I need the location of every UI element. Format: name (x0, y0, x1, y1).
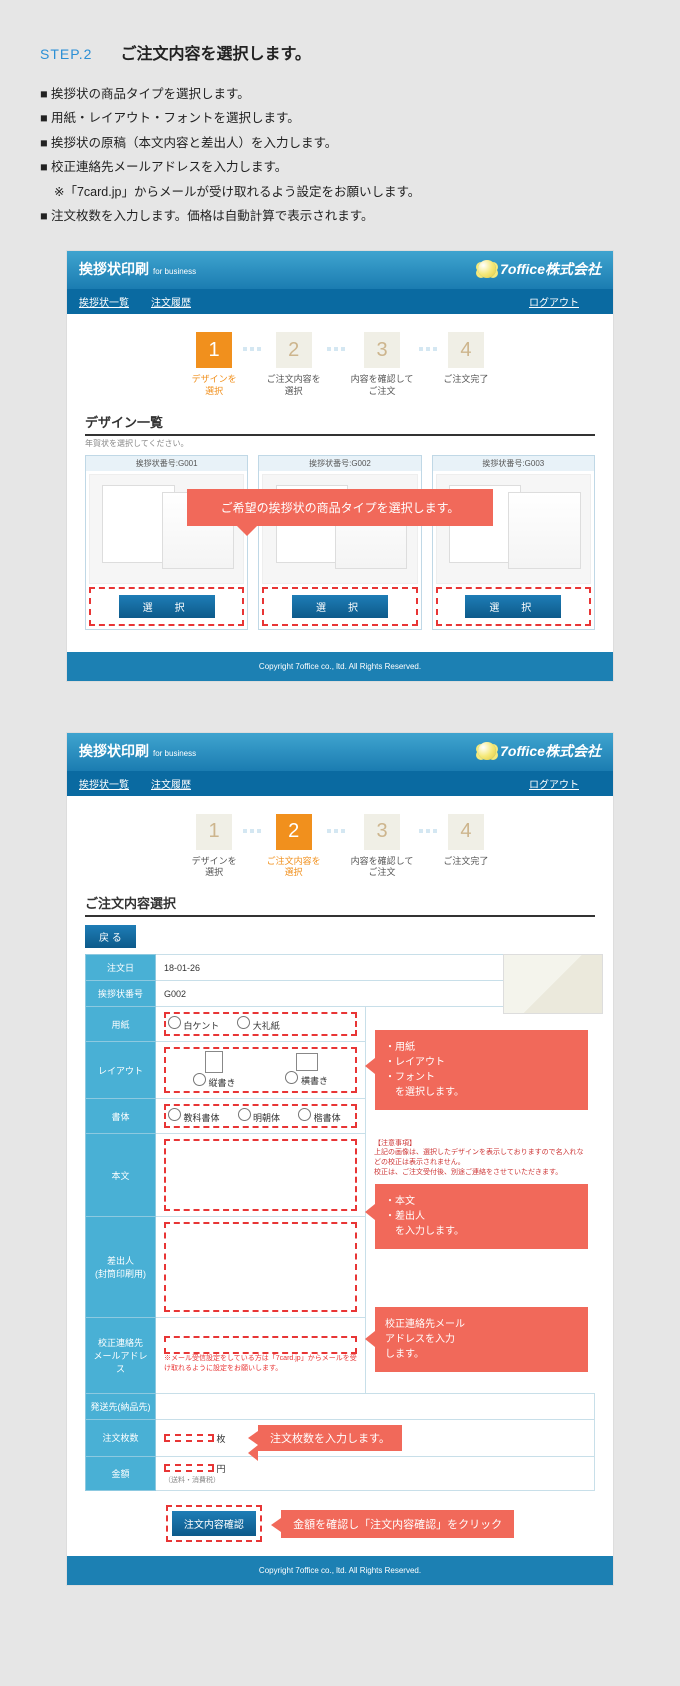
step-title: ご注文内容を選択します。 (120, 40, 310, 64)
design-card: 挨拶状番号:G003 選 択 (432, 455, 595, 630)
screenshot-order-form: 挨拶状印刷 for business 7office株式会社 挨拶状一覧 注文履歴… (66, 732, 614, 1586)
nav-history-link[interactable]: 注文履歴 (151, 776, 191, 791)
step-label: デザインを 選択 (192, 856, 237, 879)
nav-list-link[interactable]: 挨拶状一覧 (79, 294, 129, 309)
callout-select-type: ご希望の挨拶状の商品タイプを選択します。 (187, 489, 493, 526)
order-date-value: 18-01-26 (156, 955, 595, 981)
step-num: 2 (276, 332, 312, 368)
bullet-note: ※「7card.jp」からメールが受け取れるよう設定をお願いします。 (40, 180, 640, 204)
layout-option[interactable]: 縦書き (193, 1078, 236, 1088)
amount-note: （送料・消費税） (164, 1475, 586, 1485)
step-num: 1 (196, 814, 232, 850)
row-label: 書体 (86, 1099, 156, 1134)
step-label: STEP.2 (40, 46, 92, 62)
screenshot-design-list: 挨拶状印刷 for business 7office株式会社 挨拶状一覧 注文履歴… (66, 250, 614, 681)
callout-confirm: 金額を確認し「注文内容確認」をクリック (281, 1510, 514, 1538)
step-label: ご注文内容を 選択 (267, 856, 321, 879)
step-num: 4 (448, 332, 484, 368)
amount-unit: 円 (217, 1464, 226, 1474)
app-subtitle: for business (153, 749, 196, 758)
shipping-cell (156, 1393, 595, 1419)
layout-vertical-icon (205, 1051, 223, 1073)
footer-copyright: Copyright 7office co., ltd. All Rights R… (67, 652, 613, 681)
bullet: ■ 用紙・レイアウト・フォントを選択します。 (40, 106, 640, 130)
select-button[interactable]: 選 択 (465, 595, 561, 618)
confirm-button[interactable]: 注文内容確認 (172, 1511, 256, 1536)
select-button[interactable]: 選 択 (292, 595, 388, 618)
callout-select-options: ・用紙 ・レイアウト ・フォント を選択します。 (375, 1030, 588, 1110)
design-card: 挨拶状番号:G001 選 択 (85, 455, 248, 630)
step-label: ご注文完了 (443, 856, 488, 868)
callout-input-body: ・本文 ・差出人 を入力します。 (375, 1184, 588, 1249)
qty-input[interactable] (164, 1434, 214, 1442)
bullet: ■ 挨拶状の商品タイプを選択します。 (40, 82, 640, 106)
step-num: 3 (364, 332, 400, 368)
callout-qty: 注文枚数を入力します。 (258, 1425, 402, 1451)
email-input[interactable] (164, 1336, 357, 1354)
app-title: 挨拶状印刷 (79, 261, 149, 277)
bullet: ■ 校正連絡先メールアドレスを入力します。 (40, 155, 640, 179)
nav-history-link[interactable]: 注文履歴 (151, 294, 191, 309)
footer-copyright: Copyright 7office co., ltd. All Rights R… (67, 1556, 613, 1585)
step-label: 内容を確認して ご注文 (351, 374, 414, 397)
layout-horizontal-icon (296, 1053, 318, 1071)
step-indicator: 1 デザインを 選択 2 ご注文内容を 選択 3 内容を確認して ご注文 4 ご注文完了 (67, 814, 613, 879)
step-num: 3 (364, 814, 400, 850)
step-label: ご注文完了 (443, 374, 488, 386)
nav-list-link[interactable]: 挨拶状一覧 (79, 776, 129, 791)
row-label: 校正連絡先 メールアドレス (86, 1318, 156, 1394)
warning-text: 【注意事項】上記の画像は、選択したデザインを表示しておりますので名入れなどの校正… (374, 1139, 587, 1178)
layout-option[interactable]: 横書き (285, 1076, 328, 1086)
section-title: ご注文内容選択 (85, 893, 595, 917)
qty-unit: 枚 (217, 1434, 226, 1444)
font-option[interactable]: 楷書体 (298, 1108, 341, 1124)
sender-textarea[interactable] (164, 1222, 357, 1312)
select-button[interactable]: 選 択 (119, 595, 215, 618)
card-header: 挨拶状番号:G003 (433, 456, 594, 471)
section-title: デザイン一覧 (85, 412, 595, 436)
email-note: ※メール受信設定をしている方は「7card.jp」からメールを受け取れるように設… (164, 1354, 357, 1374)
callout-email: 校正連絡先メール アドレスを入力 します。 (375, 1307, 588, 1372)
step-indicator: 1 デザインを 選択 2 ご注文内容を 選択 3 内容を確認して ご注文 4 ご注文完了 (67, 332, 613, 397)
app-subtitle: for business (153, 267, 196, 276)
logout-link[interactable]: ログアウト (529, 776, 579, 791)
font-option[interactable]: 教科書体 (168, 1108, 220, 1124)
amount-display (164, 1464, 214, 1472)
paper-option[interactable]: 大礼紙 (237, 1016, 280, 1032)
font-option[interactable]: 明朝体 (238, 1108, 281, 1124)
bullet-list: ■ 挨拶状の商品タイプを選択します。 ■ 用紙・レイアウト・フォントを選択します… (40, 82, 640, 228)
step-label: 内容を確認して ご注文 (351, 856, 414, 879)
order-form-table: 注文日18-01-26 挨拶状番号G002 用紙 白ケント 大礼紙 ・用紙 ・レ… (85, 954, 595, 1491)
brand-logo: 7office株式会社 (478, 259, 601, 279)
step-num: 1 (196, 332, 232, 368)
row-label: 用紙 (86, 1007, 156, 1042)
row-label: 発送先(納品先) (86, 1393, 156, 1419)
card-header: 挨拶状番号:G001 (86, 456, 247, 471)
card-header: 挨拶状番号:G002 (259, 456, 420, 471)
row-label: 注文日 (86, 955, 156, 981)
paper-option[interactable]: 白ケント (168, 1016, 219, 1032)
greeting-number-value: G002 (156, 981, 595, 1007)
design-card: 挨拶状番号:G002 選 択 (258, 455, 421, 630)
body-textarea[interactable] (164, 1139, 357, 1211)
step-label: デザインを 選択 (192, 374, 237, 397)
brand-icon (478, 260, 496, 278)
bullet: ■ 挨拶状の原稿（本文内容と差出人）を入力します。 (40, 131, 640, 155)
row-label: 金額 (86, 1456, 156, 1490)
row-label: レイアウト (86, 1042, 156, 1099)
row-label: 挨拶状番号 (86, 981, 156, 1007)
row-label: 差出人 (封筒印刷用) (86, 1217, 156, 1318)
step-num: 2 (276, 814, 312, 850)
app-title: 挨拶状印刷 (79, 743, 149, 759)
row-label: 注文枚数 (86, 1419, 156, 1456)
section-subnote: 年賀状を選択してください。 (85, 438, 613, 449)
logout-link[interactable]: ログアウト (529, 294, 579, 309)
row-label: 本文 (86, 1134, 156, 1217)
brand-logo: 7office株式会社 (478, 741, 601, 761)
bullet: ■ 注文枚数を入力します。価格は自動計算で表示されます。 (40, 204, 640, 228)
step-num: 4 (448, 814, 484, 850)
step-label: ご注文内容を 選択 (267, 374, 321, 397)
brand-icon (478, 742, 496, 760)
back-button[interactable]: 戻 る (85, 925, 136, 948)
